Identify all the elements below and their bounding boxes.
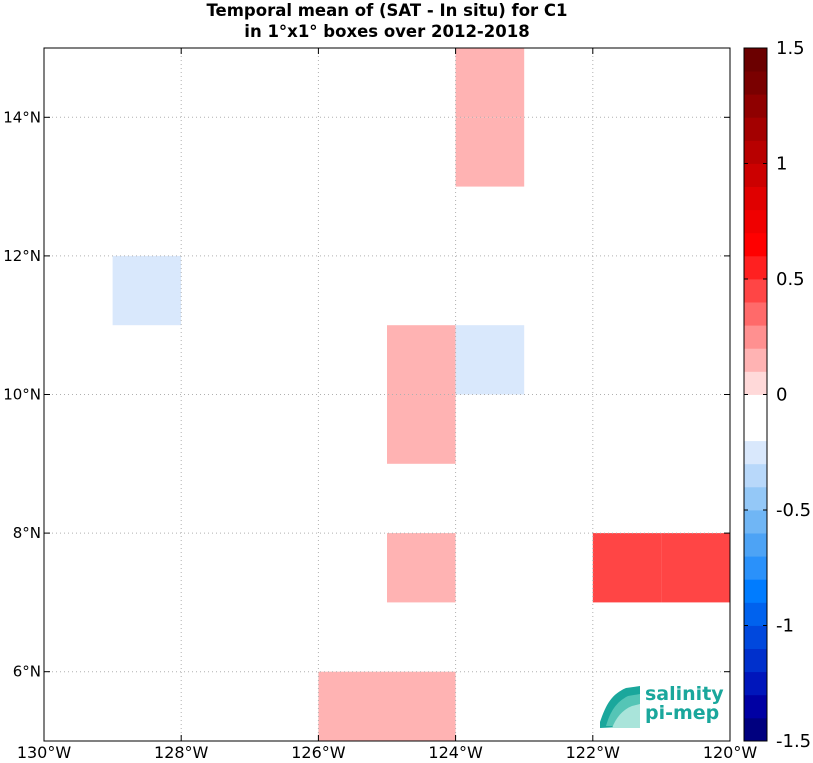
- chart-title-line1: Temporal mean of (SAT - In situ) for C1: [206, 1, 568, 20]
- colorbar-swatch-20: [744, 255, 767, 280]
- heatmap-cell-3: [181, 255, 250, 326]
- x-axis: 130°W 128°W 126°W 124°W 122°W 120°W: [17, 48, 758, 762]
- heatmap-cell-6: [387, 394, 456, 464]
- heatmap-cell-8: [524, 394, 593, 464]
- heatmap-cell-2: [112, 255, 182, 326]
- x-tick-label-3: 124°W: [428, 743, 483, 762]
- colorbar-swatch-28: [744, 71, 767, 95]
- y-tick-label-4: 14°N: [3, 108, 41, 126]
- colorbar-swatch-12: [744, 440, 767, 465]
- colorbar-swatch-16: [744, 348, 767, 372]
- colorbar-label-4: 0.5: [776, 269, 805, 290]
- colorbar-swatch-26: [744, 117, 767, 141]
- colorbar-label-3: 0: [776, 385, 787, 406]
- colorbar: -1.5 -1 -0.5 0 0.5 1 1.5: [743, 38, 811, 752]
- logo-text-salinity: salinity: [645, 683, 724, 705]
- y-tick-label-3: 12°N: [3, 247, 41, 265]
- salinity-pi-mep-logo: salinity pi-mep: [596, 682, 726, 730]
- colorbar-swatch-11: [744, 463, 767, 488]
- colorbar-swatch-2: [744, 671, 767, 696]
- colorbar-swatch-13: [744, 417, 767, 442]
- heatmap-cell-5: [387, 325, 456, 395]
- chart-title-line2: in 1°x1° boxes over 2012-2018: [244, 22, 530, 41]
- y-axis: 6°N 8°N 10°N 12°N 14°N: [3, 108, 730, 681]
- heatmap-cell-0: [455, 48, 525, 118]
- colorbar-swatch-7: [744, 556, 767, 580]
- x-tick-label-2: 126°W: [291, 743, 346, 762]
- y-tick-label-2: 10°N: [3, 386, 41, 404]
- colorbar-swatch-22: [744, 209, 767, 234]
- heatmap-cell-7: [455, 325, 525, 395]
- colorbar-label-1: -1: [776, 616, 794, 637]
- colorbar-swatch-21: [744, 232, 767, 257]
- heatmap-cell-11: [661, 533, 730, 603]
- colorbar-swatch-17: [744, 325, 767, 349]
- colorbar-swatch-14: [744, 394, 767, 418]
- colorbar-label-6: 1.5: [776, 38, 805, 59]
- logo-text-pi-mep: pi-mep: [645, 702, 720, 724]
- colorbar-swatch-23: [744, 186, 767, 211]
- colorbar-swatch-9: [744, 510, 767, 534]
- heatmap-cell-12: [318, 671, 387, 741]
- heatmap-cell-9: [387, 533, 456, 603]
- y-tick-label-0: 6°N: [13, 663, 41, 681]
- colorbar-swatch-6: [744, 579, 767, 603]
- colorbar-swatch-15: [744, 371, 767, 395]
- colorbar-swatch-1: [744, 694, 767, 719]
- logo-wave-icon: [600, 686, 640, 728]
- colorbar-swatch-25: [744, 140, 767, 164]
- x-tick-label-1: 128°W: [154, 743, 209, 762]
- colorbar-swatch-5: [744, 602, 767, 626]
- colorbar-label-5: 1: [776, 154, 787, 175]
- x-tick-label-0: 130°W: [17, 743, 72, 762]
- heatmap-cell-4: [318, 255, 387, 326]
- chart-title: Temporal mean of (SAT - In situ) for C1 …: [44, 0, 730, 42]
- heatmap-cell-1: [455, 117, 525, 187]
- colorbar-swatch-3: [744, 648, 767, 673]
- colorbar-swatch-27: [744, 94, 767, 118]
- colorbar-label-2: -0.5: [776, 500, 811, 521]
- heatmap-cell-13: [387, 671, 456, 741]
- x-tick-label-5: 120°W: [703, 743, 758, 762]
- colorbar-swatch-18: [744, 302, 767, 326]
- heatmap-cells: [112, 48, 730, 741]
- x-tick-label-4: 122°W: [566, 743, 621, 762]
- colorbar-swatch-10: [744, 486, 767, 511]
- colorbar-swatch-29: [744, 48, 767, 72]
- y-tick-label-1: 8°N: [13, 524, 41, 542]
- colorbar-swatch-24: [744, 163, 767, 187]
- colorbar-swatch-0: [744, 717, 767, 742]
- colorbar-swatch-4: [744, 625, 767, 649]
- colorbar-swatch-8: [744, 533, 767, 557]
- colorbar-label-0: -1.5: [776, 731, 811, 752]
- colorbar-swatch-19: [744, 279, 767, 303]
- heatmap-cell-10: [592, 533, 662, 603]
